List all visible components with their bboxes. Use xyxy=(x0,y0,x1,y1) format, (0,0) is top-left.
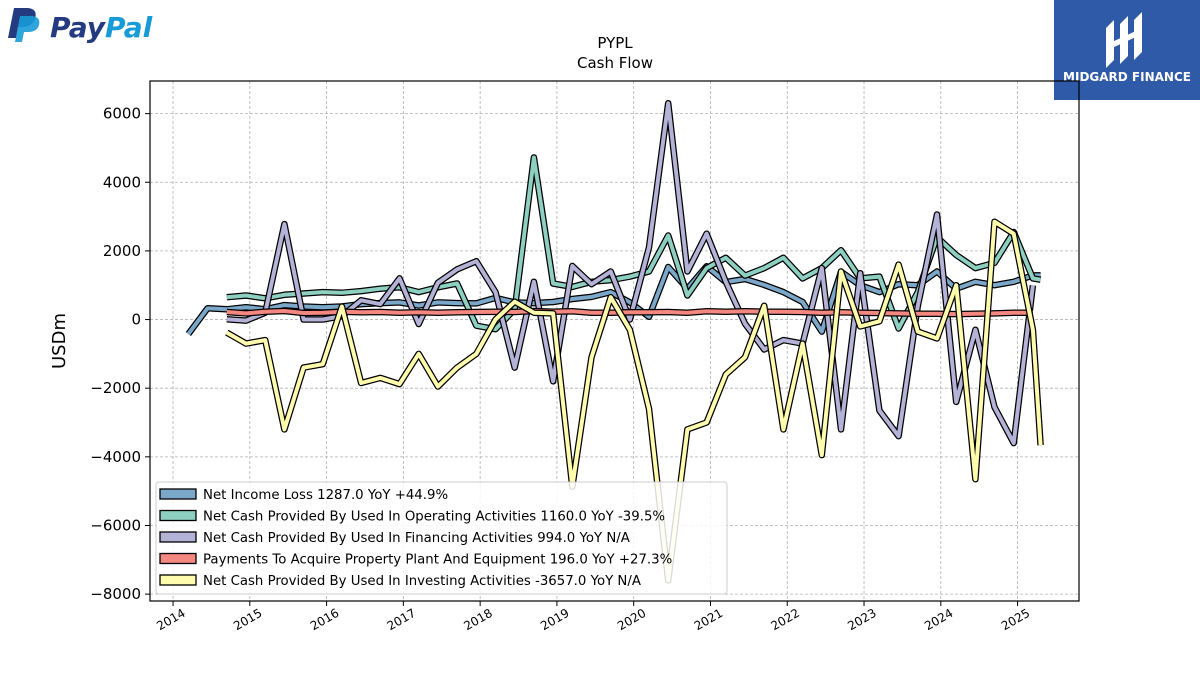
chart-title: PYPL xyxy=(597,34,633,52)
series-2 xyxy=(226,100,1037,447)
plot-frame xyxy=(149,80,1080,602)
legend-label: Payments To Acquire Property Plant And E… xyxy=(203,553,672,568)
series-line xyxy=(226,101,1035,446)
y-tick-label: 2000 xyxy=(103,242,141,260)
legend-box xyxy=(155,481,728,595)
y-tick-label: −2000 xyxy=(90,379,141,397)
x-tick-label: 2025 xyxy=(999,606,1032,633)
x-tick-label: 2022 xyxy=(769,606,802,633)
x-axis-ticks: 2014 2015 2016 2017 2018 2019 2020 2021 2022 2023… xyxy=(154,601,1032,633)
y-axis-ticks: −8000 −6000 −4000 −2000 0 2000 4000 6000 xyxy=(90,105,150,603)
y-tick-label: −6000 xyxy=(90,516,141,534)
series-3 xyxy=(226,307,1033,318)
legend: Net Income Loss 1287.0 YoY +44.9% Net Cas… xyxy=(155,481,728,595)
legend-swatch xyxy=(159,531,197,543)
midgard-monogram-icon xyxy=(1106,12,1142,68)
legend-label: Net Cash Provided By Used In Operating A… xyxy=(203,510,665,525)
x-tick-label: 2014 xyxy=(154,606,187,633)
x-tick-label: 2023 xyxy=(845,606,878,633)
x-tick-label: 2017 xyxy=(385,606,418,633)
x-tick-label: 2018 xyxy=(461,606,494,633)
legend-swatch xyxy=(159,574,197,586)
x-tick-label: 2015 xyxy=(231,606,264,633)
y-axis-label: USDm xyxy=(49,313,70,369)
y-tick-label: 0 xyxy=(131,311,141,329)
x-tick-label: 2021 xyxy=(692,606,725,633)
chart-subtitle: Cash Flow xyxy=(577,54,653,72)
midgard-finance-wordmark: MIDGARD FINANCE xyxy=(1063,70,1191,84)
series-4 xyxy=(225,218,1044,584)
legend-label: Net Income Loss 1287.0 YoY +44.9% xyxy=(203,488,448,503)
y-tick-label: 6000 xyxy=(103,105,141,123)
legend-swatch xyxy=(159,488,197,500)
legend-swatch xyxy=(159,509,197,522)
paypal-logo: PayPal xyxy=(4,4,164,44)
x-tick-label: 2020 xyxy=(615,606,648,633)
legend-label: Net Cash Provided By Used In Investing A… xyxy=(203,574,641,589)
midgard-finance-badge: MIDGARD FINANCE xyxy=(1054,0,1200,100)
x-tick-label: 2024 xyxy=(922,606,955,633)
x-tick-label: 2016 xyxy=(308,606,341,633)
x-tick-label: 2019 xyxy=(538,606,571,633)
y-tick-label: 4000 xyxy=(103,173,141,191)
legend-swatch xyxy=(159,552,197,565)
series-line xyxy=(225,219,1043,583)
paypal-monogram-icon xyxy=(8,8,40,42)
series-line xyxy=(226,309,1033,317)
y-tick-label: −8000 xyxy=(90,585,141,603)
series-lines xyxy=(185,100,1044,584)
paypal-wordmark: PayPal xyxy=(50,11,153,44)
y-tick-label: −4000 xyxy=(90,448,141,466)
series-line-outline xyxy=(226,100,1037,447)
legend-label: Net Cash Provided By Used In Financing A… xyxy=(203,531,630,546)
